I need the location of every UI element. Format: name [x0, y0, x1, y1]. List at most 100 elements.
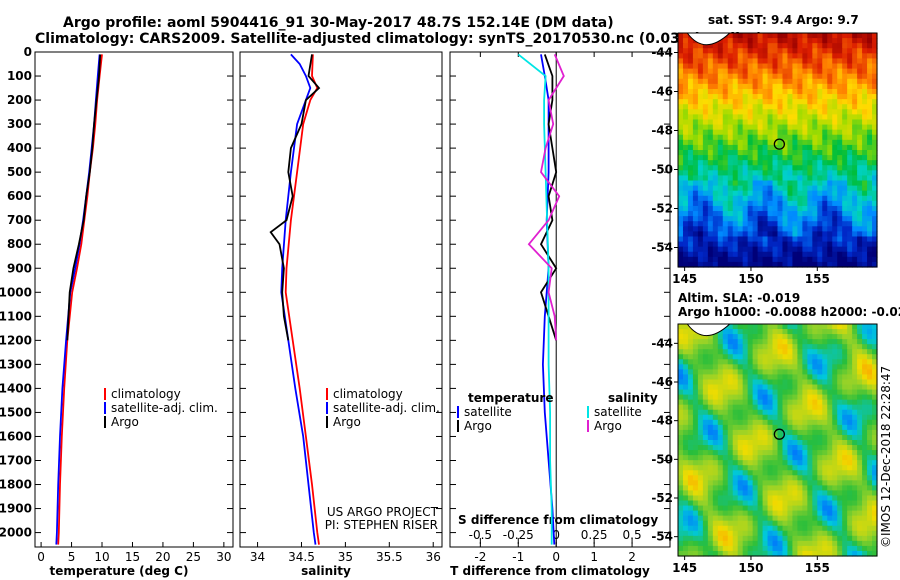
map-cell: [792, 404, 798, 411]
map-cell: [722, 261, 729, 268]
map-cell: [852, 139, 858, 146]
map-cell: [797, 495, 803, 502]
map-cell: [822, 450, 828, 456]
map-cell: [727, 510, 734, 517]
map-cell: [707, 165, 714, 171]
map-cell: [762, 354, 769, 360]
map-cell: [682, 485, 689, 492]
map-cell: [847, 211, 853, 217]
map-cell: [807, 68, 813, 75]
map-cell: [852, 144, 858, 151]
map-cell: [807, 500, 813, 507]
map-cell: [847, 190, 853, 197]
map-cell: [692, 144, 699, 151]
map-cell: [772, 374, 779, 381]
map-cell: [852, 231, 858, 238]
map-cell: [702, 94, 709, 100]
map-cell: [682, 43, 689, 49]
map-cell: [842, 339, 848, 345]
map-cell: [807, 540, 813, 547]
depth-tick-label: 900: [7, 261, 32, 275]
map-cell: [792, 520, 798, 527]
map-cell: [842, 460, 848, 466]
map-cell: [832, 68, 838, 75]
map-cell: [772, 53, 779, 60]
map-cell: [678, 58, 684, 65]
map-cell: [772, 134, 779, 141]
map-cell: [687, 424, 694, 431]
x-tick-label: 34: [250, 550, 265, 564]
map-cell: [692, 394, 699, 401]
map-cell: [787, 160, 794, 166]
map-cell: [678, 389, 684, 396]
map-cell: [792, 339, 798, 345]
map-cell: [787, 38, 794, 44]
map-cell: [772, 231, 779, 238]
map-cell: [762, 211, 769, 217]
map-cell: [782, 256, 789, 263]
map-cell: [857, 470, 863, 476]
map-cell: [742, 114, 749, 121]
map-cell: [822, 119, 828, 126]
map-cell: [702, 200, 709, 207]
map-cell: [682, 424, 689, 431]
map-cell: [762, 63, 769, 70]
map-cell: [752, 256, 759, 263]
map-cell: [727, 114, 734, 121]
map-cell: [747, 540, 754, 547]
map-cell: [727, 485, 734, 492]
map-cell: [857, 94, 863, 100]
map-cell: [867, 261, 873, 268]
map-cell: [857, 379, 863, 386]
map-cell: [772, 495, 779, 502]
map-cell: [777, 175, 784, 182]
map-cell: [867, 185, 873, 192]
map-cell: [792, 414, 798, 421]
secondary-x-tick-label: 0.25: [581, 528, 608, 542]
map-cell: [842, 389, 848, 396]
map-cell: [767, 334, 774, 340]
map-cell: [682, 165, 689, 171]
map-cell: [697, 389, 704, 396]
map-cell: [837, 530, 843, 537]
map-cell: [707, 394, 714, 401]
map-cell: [867, 226, 873, 232]
map-cell: [707, 344, 714, 350]
map-cell: [752, 33, 759, 39]
map-cell: [787, 419, 794, 426]
map-cell: [782, 505, 789, 512]
map-cell: [807, 155, 813, 161]
map-cell: [752, 515, 759, 522]
map-cell: [717, 58, 724, 65]
map-cell: [737, 460, 744, 466]
map-cell: [767, 94, 774, 100]
map-cell: [802, 379, 808, 386]
map-cell: [857, 450, 863, 456]
map-cell: [712, 195, 719, 202]
map-cell: [697, 530, 704, 537]
map-cell: [792, 495, 798, 502]
map-cell: [712, 460, 719, 466]
map-cell: [692, 424, 699, 431]
map-cell: [707, 221, 714, 227]
map-cell: [687, 545, 694, 552]
map-cell: [867, 195, 873, 202]
map-cell: [832, 190, 838, 197]
map-cell: [767, 261, 774, 268]
map-cell: [792, 515, 798, 522]
map-y-tick-label: -54: [651, 241, 673, 255]
map-cell: [832, 550, 838, 557]
map-cell: [872, 440, 878, 446]
map-cell: [782, 409, 789, 416]
map-cell: [792, 535, 798, 542]
map-cell: [687, 200, 694, 207]
map-cell: [827, 419, 833, 426]
map-cell: [722, 354, 729, 360]
map-cell: [767, 525, 774, 532]
map-cell: [727, 525, 734, 532]
map-cell: [847, 384, 853, 391]
map-cell: [787, 364, 794, 370]
map-cell: [702, 236, 709, 243]
map-cell: [832, 369, 838, 376]
map-cell: [857, 231, 863, 238]
